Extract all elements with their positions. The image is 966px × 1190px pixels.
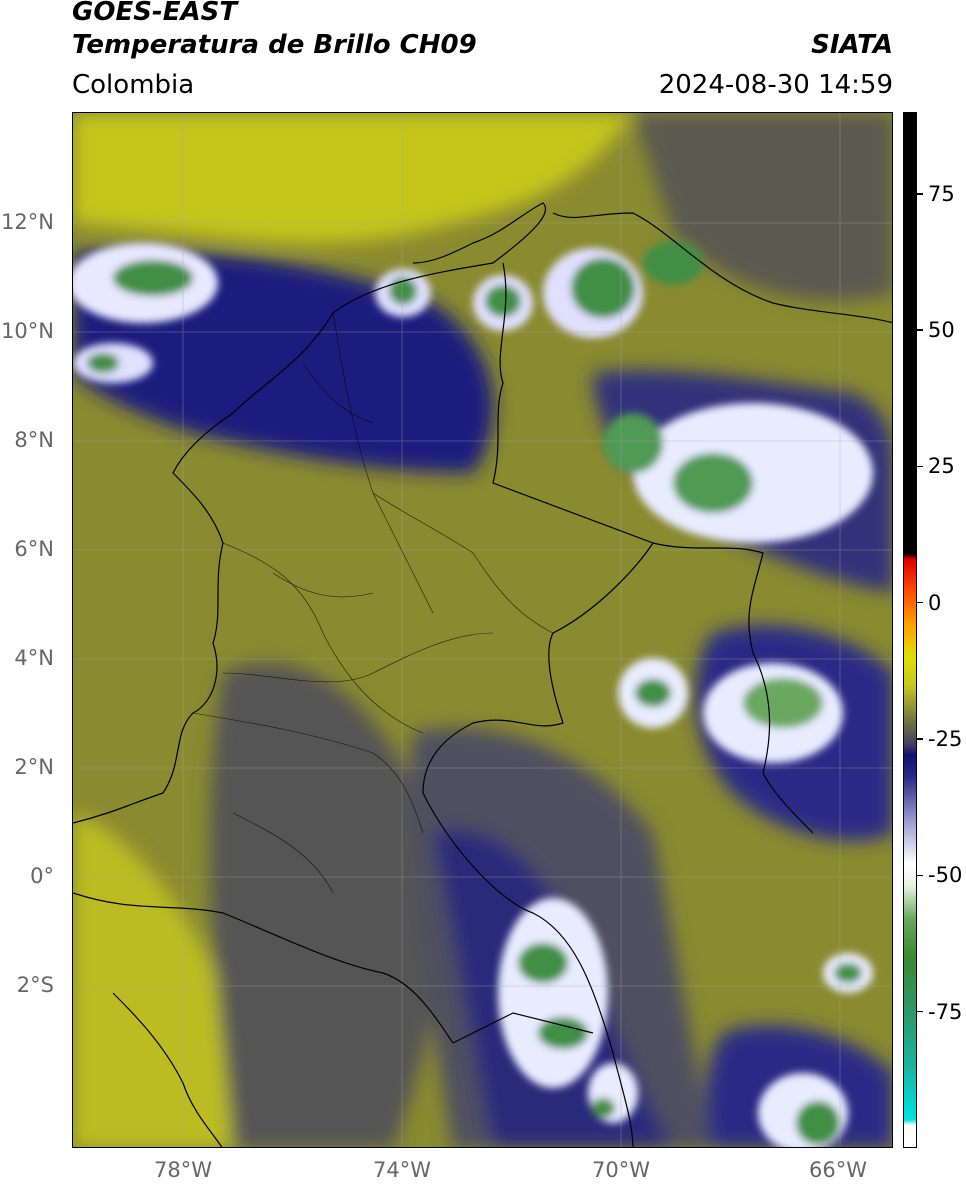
lon-label-74w: 74°W: [373, 1158, 431, 1182]
colorbar-tick-label: 50: [928, 318, 955, 343]
datetime-label: 2024-08-30 14:59: [658, 70, 893, 100]
brand-label: SIATA: [811, 30, 893, 60]
country-borders: [73, 202, 892, 1147]
colorbar-tick: [917, 465, 923, 468]
colorbar-tick-label: 25: [928, 454, 955, 479]
lat-label-2s: 2°S: [16, 973, 54, 997]
colorbar-tick: [917, 738, 923, 740]
lat-label-8n: 8°N: [14, 428, 54, 452]
colorbar-tick-label: -75: [928, 999, 963, 1024]
lon-label-66w: 66°W: [809, 1158, 867, 1182]
lat-label-6n: 6°N: [14, 537, 54, 561]
colorbar-tick-label: 0: [928, 590, 942, 615]
colorbar: [903, 112, 917, 1148]
department-borders: [192, 312, 554, 894]
satellite-title: GOES-EAST: [72, 0, 238, 27]
colorbar-tick-label: 75: [928, 181, 955, 206]
lat-label-0: 0°: [30, 864, 54, 888]
colorbar-tick: [917, 193, 923, 195]
colorbar-tick-label: -25: [928, 727, 963, 752]
lon-label-70w: 70°W: [592, 1158, 650, 1182]
region-label: Colombia: [72, 70, 195, 100]
map-svg: [73, 113, 892, 1147]
lat-label-4n: 4°N: [14, 646, 54, 670]
lon-label-78w: 78°W: [154, 1158, 212, 1182]
lat-label-10n: 10°N: [1, 319, 54, 343]
colorbar-tick: [917, 1010, 923, 1013]
satellite-map[interactable]: [72, 112, 893, 1148]
colorbar-tick: [917, 874, 923, 877]
colorbar-tick-label: -50: [928, 863, 963, 888]
lat-label-2n: 2°N: [14, 755, 54, 779]
cold-cloud-tops: [73, 241, 873, 1147]
product-title: Temperatura de Brillo CH09: [72, 30, 477, 60]
lat-label-12n: 12°N: [1, 210, 54, 234]
colorbar-tick: [917, 601, 923, 604]
colorbar-tick: [917, 329, 923, 331]
